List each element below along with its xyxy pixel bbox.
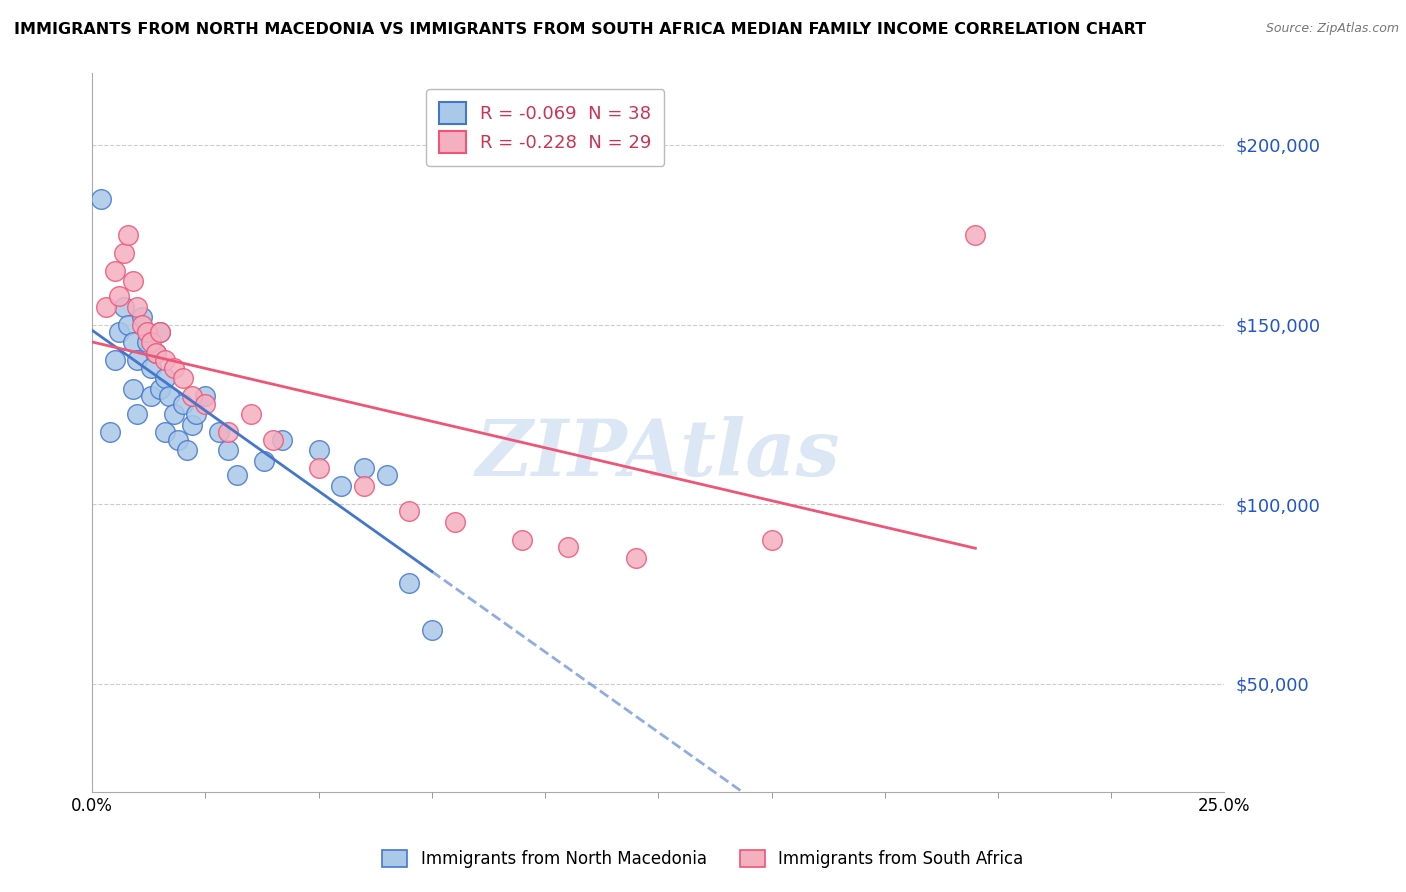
Point [375,468,398,483]
Point [163,360,186,375]
Point [104,263,127,277]
Point [253,454,276,468]
Point [112,300,135,314]
Point [117,318,139,332]
Point [98,425,121,440]
Point [153,371,176,385]
Point [353,479,375,493]
Point [139,335,162,350]
Point [131,318,153,332]
Point [108,325,131,339]
Point [208,425,231,440]
Text: Source: ZipAtlas.com: Source: ZipAtlas.com [1265,22,1399,36]
Point [139,360,162,375]
Point [180,418,202,433]
Point [112,245,135,260]
Point [398,504,420,518]
Point [172,371,194,385]
Legend: Immigrants from North Macedonia, Immigrants from South Africa: Immigrants from North Macedonia, Immigra… [375,843,1031,875]
Point [163,408,186,422]
Point [965,227,987,242]
Point [108,289,131,303]
Point [149,325,172,339]
Point [153,353,176,368]
Point [180,389,202,403]
Point [226,468,249,483]
Text: ZIPAtlas: ZIPAtlas [477,416,841,492]
Point [172,396,194,410]
Point [194,396,217,410]
Point [194,389,217,403]
Point [104,353,127,368]
Point [145,346,167,360]
Point [443,515,465,529]
Legend: R = -0.069  N = 38, R = -0.228  N = 29: R = -0.069 N = 38, R = -0.228 N = 29 [426,89,664,166]
Point [94,300,117,314]
Point [308,461,330,475]
Point [398,576,420,591]
Point [149,325,172,339]
Point [167,433,190,447]
Point [420,623,443,637]
Point [139,389,162,403]
Point [330,479,353,493]
Point [271,433,294,447]
Point [624,551,647,566]
Point [557,541,579,555]
Point [153,425,176,440]
Point [135,335,157,350]
Point [512,533,534,548]
Point [176,443,198,458]
Text: IMMIGRANTS FROM NORTH MACEDONIA VS IMMIGRANTS FROM SOUTH AFRICA MEDIAN FAMILY IN: IMMIGRANTS FROM NORTH MACEDONIA VS IMMIG… [14,22,1146,37]
Point [131,310,153,325]
Point [135,325,157,339]
Point [122,274,145,288]
Point [262,433,284,447]
Point [149,382,172,396]
Point [217,425,239,440]
Point [308,443,330,458]
Point [239,408,262,422]
Point [353,461,375,475]
Point [117,227,139,242]
Point [186,408,208,422]
Point [127,300,149,314]
Point [761,533,783,548]
Point [157,389,180,403]
Point [122,382,145,396]
Point [217,443,239,458]
Point [145,346,167,360]
Point [127,408,149,422]
Point [122,335,145,350]
Point [127,353,149,368]
Point [90,192,112,206]
